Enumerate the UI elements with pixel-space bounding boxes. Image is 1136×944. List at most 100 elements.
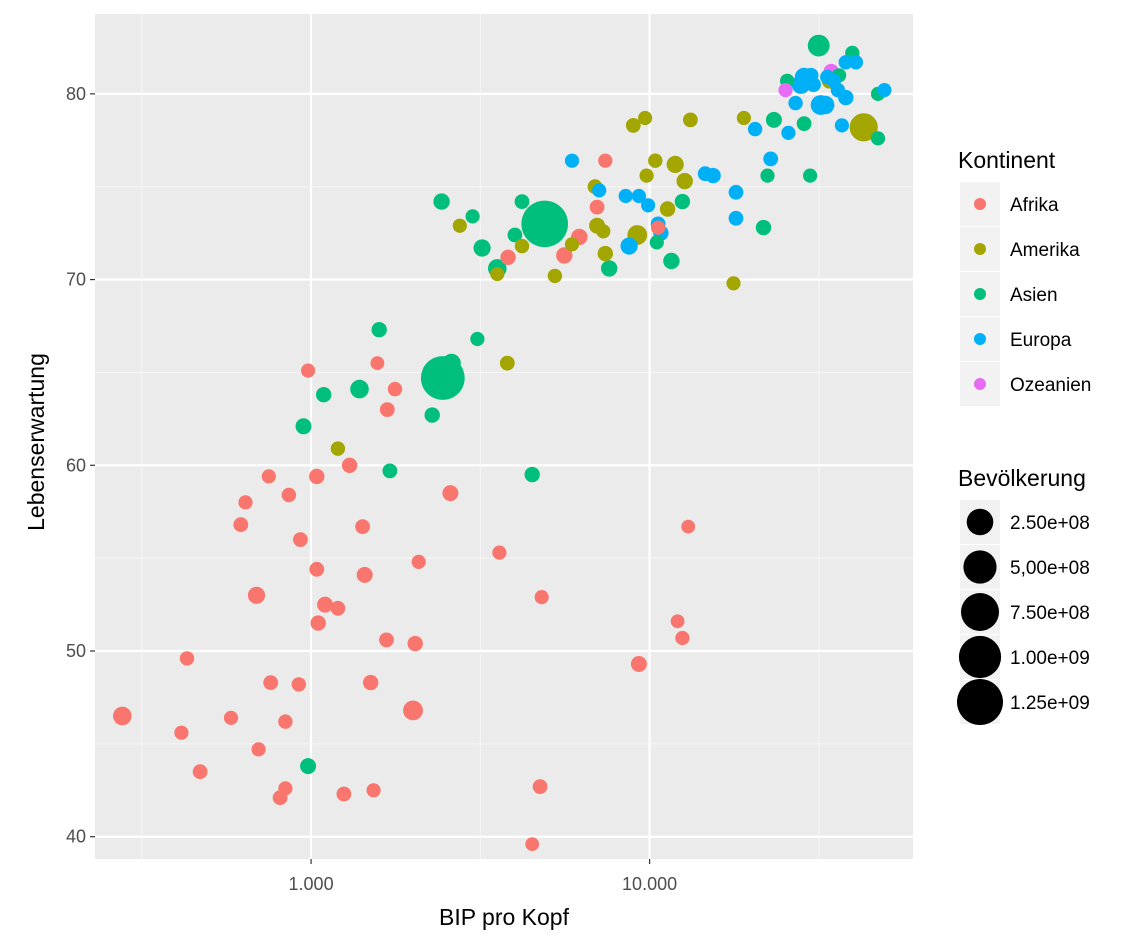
data-point <box>293 532 308 547</box>
legend-label: Afrika <box>1010 195 1059 216</box>
data-point <box>765 111 782 128</box>
data-point <box>251 742 266 757</box>
data-point <box>638 110 653 126</box>
data-point <box>625 118 641 133</box>
data-point <box>806 77 821 92</box>
data-point <box>500 249 516 265</box>
data-point <box>589 199 605 215</box>
data-point <box>641 198 656 213</box>
y-tick-label: 50 <box>66 641 86 661</box>
data-point <box>676 172 693 190</box>
data-point <box>465 209 480 224</box>
data-point <box>387 381 403 397</box>
data-point <box>366 783 381 798</box>
legend-label: 1.00e+09 <box>1010 648 1090 669</box>
data-point <box>371 322 387 338</box>
data-point <box>521 200 568 248</box>
data-point <box>639 168 654 183</box>
x-axis-title: BIP pro Kopf <box>439 904 570 930</box>
data-point <box>848 55 864 70</box>
data-point <box>514 238 530 254</box>
data-point <box>336 786 352 802</box>
data-point <box>598 153 613 168</box>
data-point <box>301 363 316 378</box>
data-point <box>760 168 775 183</box>
data-point <box>601 260 618 277</box>
data-point <box>295 418 312 435</box>
data-point <box>763 151 779 167</box>
legend-key-size <box>961 593 999 631</box>
data-point <box>470 331 485 347</box>
size-legend-keys: 2.50e+08 5,00e+08 7.50e+08 1.00e+09 1.25e+09 <box>957 500 1090 725</box>
data-point <box>403 700 423 721</box>
data-point <box>433 193 450 210</box>
data-point <box>556 247 573 264</box>
data-point <box>490 266 505 282</box>
data-point <box>596 224 611 239</box>
data-point <box>838 55 853 70</box>
data-point <box>379 402 395 417</box>
data-point <box>281 487 297 503</box>
y-axis-ticks: 40 50 60 70 80 <box>66 84 95 847</box>
data-point <box>174 725 189 740</box>
data-point <box>675 630 690 646</box>
data-point <box>317 596 334 613</box>
data-point <box>796 116 812 131</box>
legend-label: Amerika <box>1010 240 1080 261</box>
data-point <box>278 714 293 729</box>
y-tick-label: 40 <box>66 827 86 847</box>
legend-label: 1.25e+09 <box>1010 693 1090 714</box>
data-point <box>355 519 370 534</box>
data-point <box>291 677 306 692</box>
data-point <box>681 519 696 534</box>
data-point <box>564 237 580 252</box>
x-tick-label: 1.000 <box>289 874 334 894</box>
data-point <box>379 632 394 648</box>
data-points <box>113 34 892 851</box>
data-point <box>683 112 698 128</box>
data-point <box>728 184 744 200</box>
data-point <box>788 95 803 111</box>
data-point <box>747 121 763 137</box>
major-gridlines <box>95 14 913 859</box>
data-point <box>781 125 796 140</box>
x-tick-label: 10.000 <box>622 874 677 894</box>
data-point <box>407 635 423 652</box>
data-point <box>670 614 685 629</box>
data-point <box>659 201 676 217</box>
data-point <box>674 193 691 210</box>
data-point <box>330 600 346 616</box>
data-point <box>666 155 684 173</box>
data-point <box>834 118 850 133</box>
data-point <box>300 758 317 775</box>
data-point <box>350 379 369 399</box>
data-point <box>382 463 398 479</box>
data-point <box>524 466 540 483</box>
data-point <box>309 468 325 485</box>
size-legend: Bevölkerung 2.50e+08 5,00e+08 7.50e+08 1.00… <box>957 465 1090 725</box>
legend-key-size <box>966 508 994 536</box>
data-point <box>238 495 253 510</box>
size-legend-title: Bevölkerung <box>958 465 1086 491</box>
data-point <box>113 706 132 726</box>
data-point <box>877 83 892 98</box>
data-point <box>807 34 830 57</box>
data-point <box>803 168 818 183</box>
color-legend: Kontinent Afrika Amerika Asien Europa Ozeani… <box>958 147 1091 406</box>
y-axis-title: Lebenserwartung <box>23 353 49 531</box>
data-point <box>442 353 461 373</box>
data-point <box>492 545 507 560</box>
data-point <box>726 276 741 291</box>
legend-key-swatch <box>974 333 986 345</box>
legend-label: Asien <box>1010 285 1058 306</box>
data-point <box>363 674 379 691</box>
data-point <box>330 441 346 456</box>
data-point <box>278 781 293 796</box>
panel-background <box>95 14 913 859</box>
legend-key-swatch <box>974 243 986 255</box>
data-point <box>532 779 548 794</box>
data-point <box>597 245 613 262</box>
legend-key-swatch <box>974 288 986 300</box>
data-point <box>424 407 440 423</box>
data-point <box>310 615 326 631</box>
